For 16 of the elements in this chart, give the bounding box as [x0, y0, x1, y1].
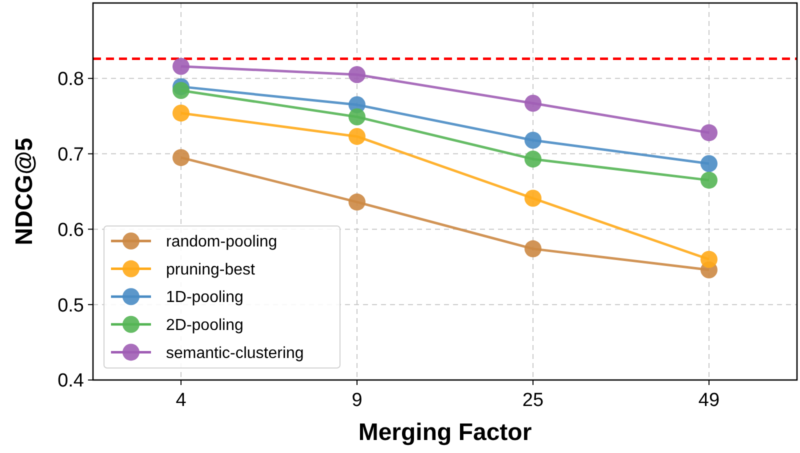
y-tick-label: 0.4 — [58, 370, 84, 392]
x-tick-label: 4 — [176, 390, 187, 411]
y-axis-title: NDCG@5 — [11, 138, 38, 246]
legend-label: 2D-pooling — [166, 317, 244, 334]
x-tick-label: 49 — [698, 390, 720, 411]
y-tick-label: 0.7 — [58, 144, 84, 166]
x-axis-title: Merging Factor — [358, 419, 532, 446]
y-tick-label: 0.5 — [58, 295, 84, 316]
legend-label: random-pooling — [166, 234, 278, 251]
y-tick-label: 0.6 — [58, 220, 84, 241]
legend-label: 1D-pooling — [166, 289, 244, 306]
x-tick-label: 25 — [522, 390, 544, 411]
legend-label: semantic-clustering — [166, 344, 304, 362]
x-tick-label: 9 — [352, 390, 362, 411]
y-tick-label: 0.8 — [58, 69, 84, 90]
legend-label: pruning-best — [166, 261, 256, 278]
